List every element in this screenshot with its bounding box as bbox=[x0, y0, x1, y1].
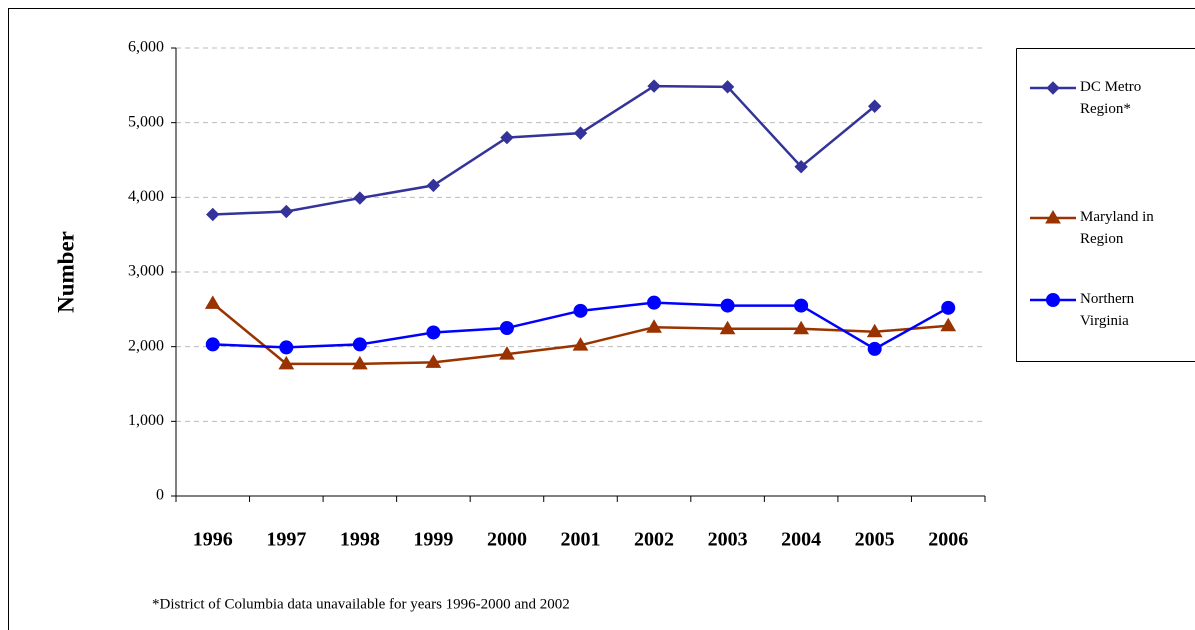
marker bbox=[720, 80, 735, 94]
marker bbox=[719, 320, 736, 335]
marker bbox=[867, 99, 882, 113]
marker bbox=[278, 355, 295, 370]
legend-box bbox=[1016, 48, 1195, 362]
marker bbox=[1046, 81, 1060, 95]
footnote: *District of Columbia data unavailable f… bbox=[152, 596, 570, 612]
marker bbox=[720, 298, 735, 313]
marker bbox=[279, 340, 294, 355]
marker bbox=[794, 160, 808, 174]
legend-label: Maryland in Region bbox=[1080, 209, 1154, 247]
marker bbox=[499, 321, 514, 335]
marker bbox=[206, 207, 220, 222]
x-tick-label: 2002 bbox=[634, 529, 674, 551]
marker bbox=[353, 191, 367, 205]
chart-frame bbox=[8, 8, 1195, 630]
marker bbox=[867, 341, 882, 356]
marker bbox=[647, 295, 662, 310]
marker bbox=[572, 337, 589, 351]
x-tick-label: 2005 bbox=[855, 529, 895, 551]
marker bbox=[866, 323, 883, 338]
y-tick-label: 3,000 bbox=[128, 263, 164, 280]
series-line bbox=[212, 84, 876, 216]
marker bbox=[352, 337, 367, 352]
y-tick-label: 1,000 bbox=[128, 412, 164, 429]
marker bbox=[351, 355, 368, 370]
marker bbox=[940, 317, 957, 332]
x-tick-label: 2000 bbox=[487, 529, 527, 551]
legend-label: DC Metro Region* bbox=[1080, 79, 1141, 117]
marker bbox=[426, 325, 441, 340]
y-tick-label: 2,000 bbox=[128, 337, 164, 354]
legend-label: Northern Virginia bbox=[1080, 291, 1135, 329]
y-axis-title: Number bbox=[53, 231, 78, 313]
marker bbox=[204, 295, 221, 309]
marker bbox=[425, 354, 442, 368]
marker bbox=[1045, 210, 1061, 224]
marker bbox=[1046, 293, 1060, 307]
marker bbox=[941, 300, 956, 315]
marker bbox=[499, 346, 515, 360]
marker bbox=[205, 337, 220, 352]
x-tick-label: 1998 bbox=[340, 529, 380, 551]
x-tick-label: 2004 bbox=[781, 529, 821, 551]
y-tick-label: 4,000 bbox=[128, 188, 164, 205]
x-tick-label: 1999 bbox=[413, 529, 453, 551]
marker bbox=[573, 303, 588, 318]
marker bbox=[573, 126, 588, 140]
x-tick-label: 1996 bbox=[193, 529, 233, 551]
marker bbox=[646, 319, 662, 333]
x-tick-label: 2001 bbox=[561, 529, 601, 551]
y-tick-label: 0 bbox=[156, 487, 164, 504]
x-tick-label: 2003 bbox=[708, 529, 748, 551]
marker bbox=[794, 298, 809, 313]
y-tick-label: 6,000 bbox=[128, 39, 164, 56]
x-tick-label: 1997 bbox=[266, 529, 306, 551]
marker bbox=[500, 130, 514, 145]
marker bbox=[426, 178, 441, 193]
y-tick-label: 5,000 bbox=[128, 113, 164, 130]
marker bbox=[793, 320, 810, 335]
marker bbox=[279, 204, 294, 219]
marker bbox=[647, 79, 661, 93]
x-tick-label: 2006 bbox=[928, 529, 968, 551]
